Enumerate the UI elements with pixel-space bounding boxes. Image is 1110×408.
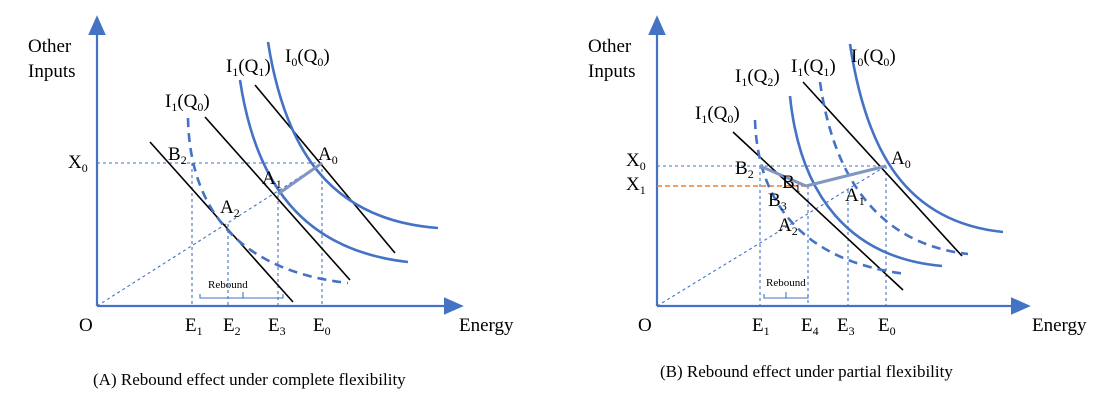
panel-b-isoquant-i1q0 <box>753 119 907 276</box>
panel-b-label-i1q0: I1(Q0) <box>695 103 740 126</box>
panel-b-caption: (B) Rebound effect under partial flexibi… <box>660 362 953 381</box>
panel-a-isocost-a0 <box>254 84 396 254</box>
panel-a-label-i1q1: I1(Q1) <box>226 56 271 79</box>
panel-a-ray <box>96 162 323 307</box>
panel-b-rebound-label: Rebound <box>766 277 806 289</box>
panel-a-rebound-label: Rebound <box>208 279 248 291</box>
panel-b-label-a0: A0 <box>891 148 911 171</box>
panel-b-label-b2: B2 <box>735 158 754 181</box>
panel-b-move-b2-b1 <box>759 164 807 188</box>
panel-a-x-label: Energy <box>459 315 514 336</box>
panel-a-label-x0: X0 <box>68 152 88 175</box>
panel-a-move-a0-a1 <box>277 161 323 196</box>
panel-b-label-e0: E0 <box>878 315 896 338</box>
panel-a-label-b2: B2 <box>168 144 187 167</box>
panel-b-isocost-a0 <box>802 81 963 257</box>
panel-a-isoquant-i1q0 <box>186 117 349 285</box>
panel-b-label-e4: E4 <box>801 315 819 338</box>
panel-a-label-e0: E0 <box>313 315 331 338</box>
panel-a-y-label-1: Other <box>28 36 72 57</box>
panel-b-isoquant-i1q1 <box>818 81 969 256</box>
panel-a-label-a0: A0 <box>318 144 338 167</box>
panel-a-isoquant-i1q1 <box>238 79 409 264</box>
panel-b-label-e3: E3 <box>837 315 855 338</box>
panel-b-label-b1: B1 <box>782 172 801 195</box>
panel-b-move-a0-b1 <box>805 164 887 188</box>
panel-b-label-a2: A2 <box>778 215 798 238</box>
panel-b-y-label-2: Inputs <box>588 61 636 82</box>
panel-b <box>648 15 1031 315</box>
panel-b-ray <box>656 165 887 307</box>
panel-a-caption: (A) Rebound effect under complete flexib… <box>93 370 406 389</box>
panel-b-label-i0q0: I0(Q0) <box>851 46 896 69</box>
panel-b-label-i1q2: I1(Q2) <box>735 66 780 89</box>
panel-a-label-a2: A2 <box>220 197 240 220</box>
panel-b-origin: O <box>638 315 652 336</box>
panel-a-origin: O <box>79 315 93 336</box>
panel-b-label-a1: A1 <box>845 185 865 208</box>
panel-a-label-e1: E1 <box>185 315 203 338</box>
panel-b-x-label: Energy <box>1032 315 1087 336</box>
panel-a-rebound-bracket <box>199 292 284 299</box>
panel-b-isoquant-i0q0 <box>848 43 1004 234</box>
panel-b-label-i1q1: I1(Q1) <box>791 56 836 79</box>
panel-a-y-label-2: Inputs <box>28 61 76 82</box>
panel-b-isocost-b1 <box>732 131 904 291</box>
panel-a-label-e3: E3 <box>268 315 286 338</box>
panel-a-isoquant-i0q0 <box>266 41 439 230</box>
panel-b-label-b3: B3 <box>768 190 787 213</box>
panel-a-label-i0q0: I0(Q0) <box>285 46 330 69</box>
panel-b-label-x0: X0 <box>626 150 646 173</box>
panel-b-label-x1: X1 <box>626 174 646 197</box>
panel-a <box>88 15 464 315</box>
panel-b-y-label-1: Other <box>588 36 632 57</box>
panel-a-label-i1q0: I1(Q0) <box>165 91 210 114</box>
panel-b-isoquant-i1q2 <box>788 95 943 268</box>
panel-a-isocost-a1 <box>204 116 351 281</box>
panel-b-label-e1: E1 <box>752 315 770 338</box>
panel-a-label-e2: E2 <box>223 315 241 338</box>
panel-b-rebound-bracket <box>763 292 809 299</box>
panel-a-label-a1: A1 <box>262 168 282 191</box>
